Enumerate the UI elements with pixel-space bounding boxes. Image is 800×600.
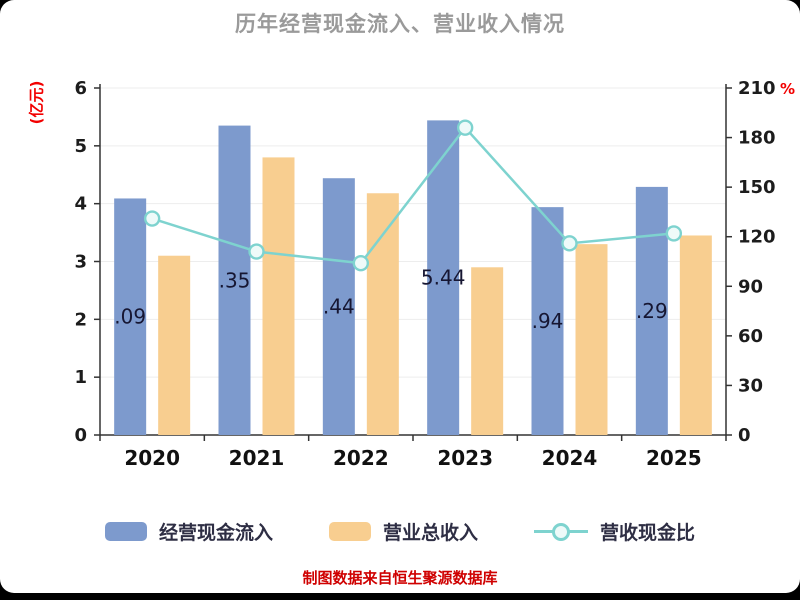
right-tick-label: 180	[738, 128, 776, 149]
x-category-label: 2020	[124, 446, 180, 470]
right-tick-label: 210	[738, 78, 776, 99]
right-tick-label: 0	[738, 425, 751, 446]
bar-value-label-2021: .35	[219, 268, 251, 292]
legend-line-dot-icon	[552, 522, 570, 541]
left-tick-label: 2	[74, 309, 87, 330]
legend-label-cash-ratio: 营收现金比	[600, 522, 696, 544]
bar-operating-cash-2024	[531, 207, 564, 435]
right-tick-label: 120	[738, 227, 776, 248]
cash-ratio-marker-2025	[665, 225, 683, 242]
right-tick-label: 60	[738, 326, 763, 347]
legend-label-operating-cash: 经营现金流入	[158, 522, 273, 544]
left-tick-label: 6	[74, 78, 87, 99]
bar-value-label-2020: .09	[114, 305, 146, 329]
right-tick-label: 150	[738, 177, 776, 198]
bar-operating-cash-2025	[635, 186, 668, 435]
left-tick-label: 0	[74, 425, 87, 446]
bar-total-revenue-2021	[262, 157, 295, 435]
x-category-label: 2024	[542, 446, 598, 470]
legend-swatch-total-revenue	[328, 522, 371, 541]
legend-line-marker-icon	[534, 522, 588, 541]
legend-item-total-revenue: 营业总收入	[328, 518, 478, 545]
x-category-label: 2025	[646, 446, 702, 470]
bar-operating-cash-2022	[322, 178, 355, 435]
bar-total-revenue-2024	[575, 244, 608, 435]
bar-total-revenue-2022	[366, 193, 399, 435]
left-tick-label: 3	[74, 252, 87, 273]
bar-value-label-2024: .94	[532, 309, 564, 333]
left-tick-label: 4	[74, 194, 87, 215]
right-tick-label: 90	[738, 276, 763, 297]
cash-ratio-marker-2024	[561, 235, 578, 252]
bar-total-revenue-2023	[471, 267, 504, 435]
bar-value-label-2022: .44	[323, 295, 355, 319]
cash-ratio-marker-2020	[143, 210, 161, 227]
right-axis-unit-label: %	[779, 80, 795, 98]
legend-item-cash-ratio: 营收现金比	[534, 518, 695, 545]
bar-operating-cash-2021	[218, 125, 251, 435]
cash-ratio-marker-2023	[456, 119, 474, 136]
x-category-label: 2022	[333, 446, 389, 470]
bar-total-revenue-2020	[158, 255, 191, 435]
bar-value-label-2025: .29	[636, 299, 668, 323]
legend-swatch-operating-cash	[104, 522, 147, 541]
left-tick-label: 1	[74, 367, 87, 388]
x-category-label: 2023	[437, 446, 493, 470]
left-tick-label: 5	[74, 136, 87, 157]
chart-title: 历年经营现金流入、营业收入情况	[235, 12, 565, 36]
cash-ratio-marker-2021	[248, 243, 265, 260]
right-tick-label: 30	[738, 375, 763, 396]
legend: 经营现金流入 营业总收入 营收现金比	[0, 518, 800, 545]
bar-value-label-2023: 5.44	[421, 266, 466, 290]
cash-ratio-marker-2022	[352, 254, 370, 272]
cash-ratio-line	[151, 125, 674, 265]
data-source-note: 制图数据来自恒生聚源数据库	[302, 569, 498, 587]
bar-operating-cash-2023	[427, 120, 460, 436]
legend-item-operating-cash: 经营现金流入	[104, 518, 273, 545]
legend-label-total-revenue: 营业总收入	[382, 522, 478, 544]
x-category-label: 2021	[229, 446, 285, 470]
bar-operating-cash-2020	[114, 198, 147, 435]
bar-total-revenue-2025	[679, 235, 712, 435]
